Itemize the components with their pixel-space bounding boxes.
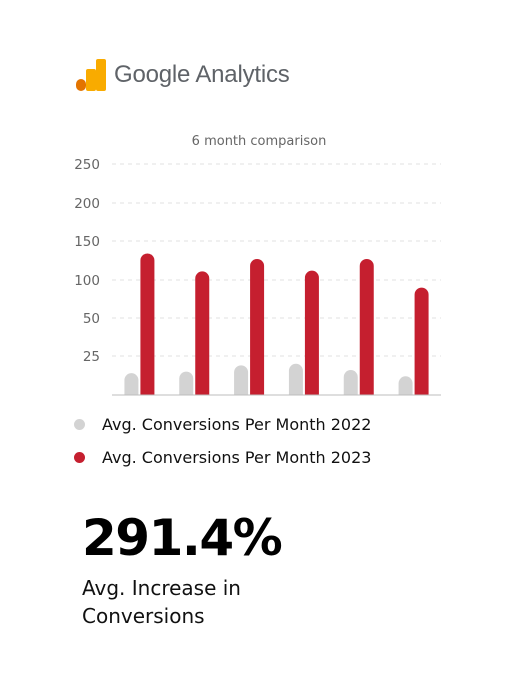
bar-2022: [179, 371, 194, 395]
kpi-block: 291.4% Avg. Increase in Conversions: [82, 502, 342, 630]
bar-2023: [250, 258, 265, 395]
bar-2022: [288, 363, 303, 395]
kpi-value: 291.4%: [82, 509, 283, 567]
chart-grid: [112, 163, 441, 357]
bar-chart: 6 month comparison 25 50 100 150 200 250: [74, 134, 441, 396]
y-tick-label: 100: [74, 273, 100, 289]
kpi-label: Avg. Increase in Conversions: [82, 576, 241, 628]
bar-2023: [304, 270, 319, 395]
legend-swatch-2023: [74, 452, 85, 463]
chart-title: 6 month comparison: [192, 134, 327, 149]
y-axis-ticks: 25 50 100 150 200 250: [74, 157, 100, 365]
y-tick-label: 150: [74, 234, 100, 250]
legend-label-2023: Avg. Conversions Per Month 2023: [102, 448, 372, 467]
bar-2022: [398, 376, 413, 395]
y-tick-label: 250: [74, 157, 100, 173]
bar-2023: [195, 271, 210, 395]
legend-item-2022: Avg. Conversions Per Month 2022: [74, 408, 371, 441]
bar-2023: [140, 253, 155, 395]
legend-item-2023: Avg. Conversions Per Month 2023: [74, 441, 371, 474]
chart-bars: [124, 253, 429, 395]
legend-label-2022: Avg. Conversions Per Month 2022: [102, 415, 372, 434]
bar-2023: [414, 287, 429, 395]
y-tick-label: 200: [74, 196, 100, 212]
chart-legend: Avg. Conversions Per Month 2022 Avg. Con…: [74, 408, 371, 474]
brand-logo: Google Analytics: [76, 58, 290, 92]
bar-2023: [359, 258, 374, 395]
bar-2022: [124, 373, 139, 395]
bar-2022: [343, 370, 358, 395]
brand-name: Google Analytics: [114, 61, 290, 88]
bar-2022: [234, 365, 249, 395]
google-analytics-logo-icon: [76, 59, 106, 91]
legend-swatch-2022: [74, 419, 85, 430]
y-tick-label: 50: [83, 311, 100, 327]
y-tick-label: 25: [83, 349, 100, 365]
